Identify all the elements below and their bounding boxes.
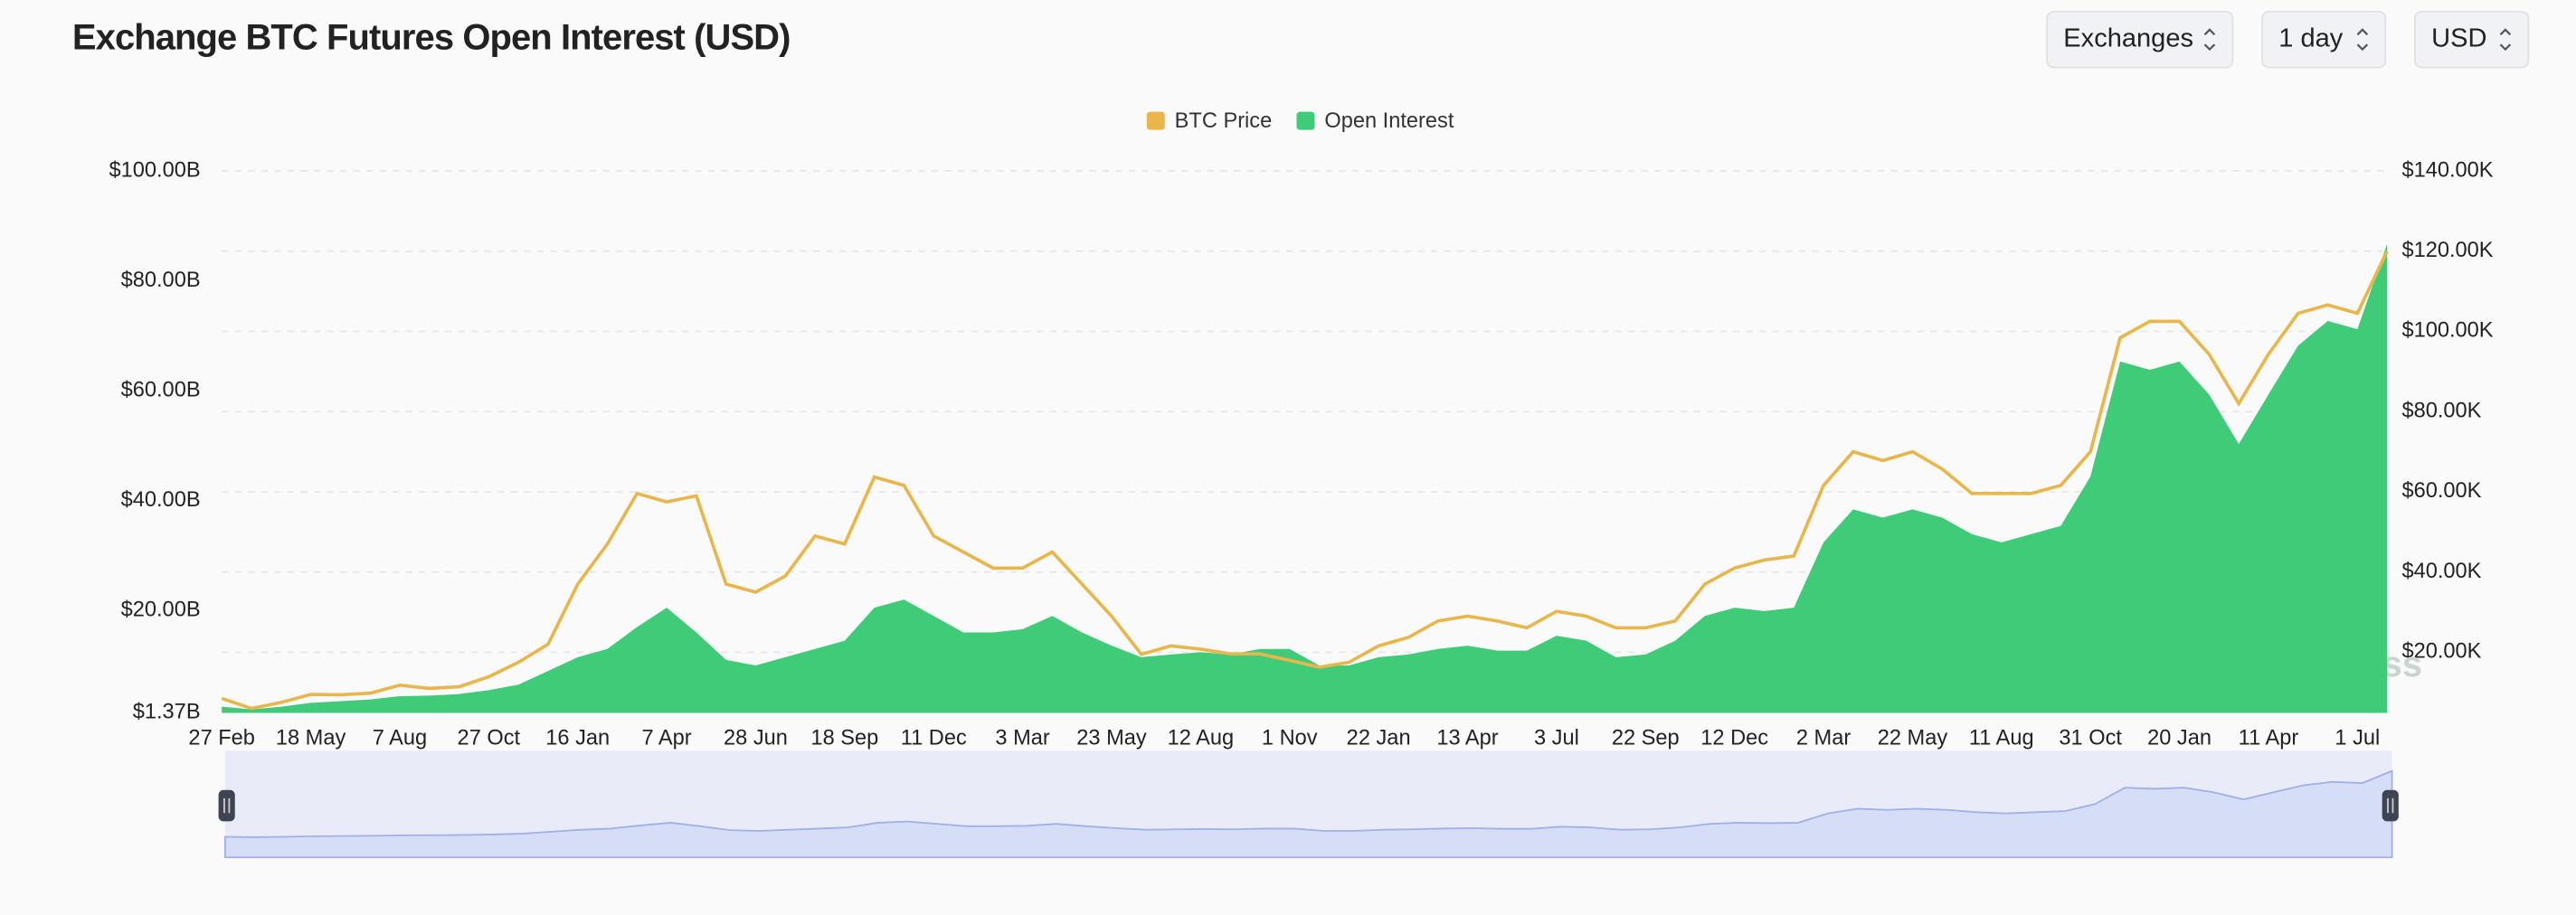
- y-tick-label: $100.00B: [109, 158, 200, 182]
- x-tick-label: 20 Jan: [2147, 727, 2211, 750]
- dropdown-box[interactable]: [2261, 10, 2387, 69]
- x-tick-label: 12 Aug: [1168, 727, 1235, 750]
- y2-tick-label: $60.00K: [2401, 479, 2481, 503]
- x-tick-label: 11 Dec: [901, 727, 967, 750]
- x-tick-label: 12 Dec: [1700, 727, 1768, 750]
- x-tick-label: 1 Nov: [1262, 727, 1318, 750]
- chevron-icon[interactable]: [2499, 28, 2512, 52]
- price-line: [221, 250, 2389, 711]
- y-tick-label: $20.00B: [121, 598, 201, 621]
- y-tick-label: $80.00B: [121, 269, 201, 292]
- x-tick-label: 27 Oct: [458, 727, 521, 750]
- y2-tick-label: $80.00K: [2401, 399, 2481, 422]
- open-interest-area: [222, 243, 2388, 713]
- navigator-handle[interactable]: [2382, 789, 2399, 822]
- legend-swatch: [1296, 111, 1315, 130]
- dropdown-button[interactable]: Exchanges: [2046, 10, 2234, 69]
- y2-tick-label: $120.00K: [2401, 239, 2493, 262]
- x-tick-label: 7 Apr: [642, 727, 692, 750]
- dropdown-label[interactable]: Exchanges: [2063, 24, 2193, 52]
- dropdown-label[interactable]: 1 day: [2278, 24, 2344, 52]
- x-tick-label: 22 Jan: [1347, 727, 1411, 750]
- x-tick-label: 13 Apr: [1436, 727, 1498, 750]
- chart-title: Exchange BTC Futures Open Interest (USD): [72, 17, 791, 57]
- x-tick-label: 16 Jan: [545, 727, 610, 750]
- chevron-icon[interactable]: [2356, 28, 2369, 52]
- dropdown-button[interactable]: 1 day: [2261, 10, 2387, 69]
- dropdown-box[interactable]: [2414, 10, 2530, 69]
- navigator-area: [223, 769, 2393, 859]
- x-tick-label: 22 Sep: [1612, 727, 1680, 750]
- x-tick-label: 22 May: [1878, 727, 1948, 750]
- x-tick-label: 1 Jul: [2334, 727, 2380, 750]
- x-tick-label: 28 Jun: [724, 727, 788, 750]
- y-tick-label: $40.00B: [121, 488, 201, 512]
- y2-tick-label: $40.00K: [2401, 560, 2481, 583]
- x-tick-label: 7 Aug: [373, 727, 427, 750]
- x-tick-label: 27 Feb: [188, 727, 255, 750]
- handle-grip[interactable]: [2387, 797, 2394, 814]
- x-tick-label: 18 Sep: [810, 727, 878, 750]
- x-tick-label: 3 Jul: [1534, 727, 1579, 750]
- x-tick-label: 11 Apr: [2239, 727, 2299, 750]
- y2-tick-label: $140.00K: [2401, 158, 2493, 182]
- legend-label: BTC Price: [1175, 109, 1273, 133]
- x-tick-label: 11 Aug: [1969, 727, 2034, 750]
- y2-tick-label: $100.00K: [2401, 319, 2493, 343]
- legend-swatch: [1146, 111, 1165, 130]
- dropdown-label[interactable]: USD: [2431, 24, 2486, 52]
- dropdown-box[interactable]: [2046, 10, 2234, 69]
- y-tick-label: $1.37B: [133, 701, 201, 724]
- handle-grip[interactable]: [223, 797, 231, 814]
- x-tick-label: 2 Mar: [1796, 727, 1851, 750]
- chevron-icon[interactable]: [2203, 28, 2216, 52]
- x-tick-label: 18 May: [276, 727, 346, 750]
- x-tick-label: 23 May: [1076, 727, 1147, 750]
- navigator-handle[interactable]: [218, 789, 235, 822]
- x-tick-label: 3 Mar: [995, 727, 1049, 750]
- y-tick-label: $60.00B: [121, 378, 201, 401]
- x-tick-label: 31 Oct: [2059, 727, 2122, 750]
- legend-label: Open Interest: [1324, 109, 1454, 133]
- y2-tick-label: $20.00K: [2401, 640, 2481, 664]
- dropdown-button[interactable]: USD: [2414, 10, 2530, 69]
